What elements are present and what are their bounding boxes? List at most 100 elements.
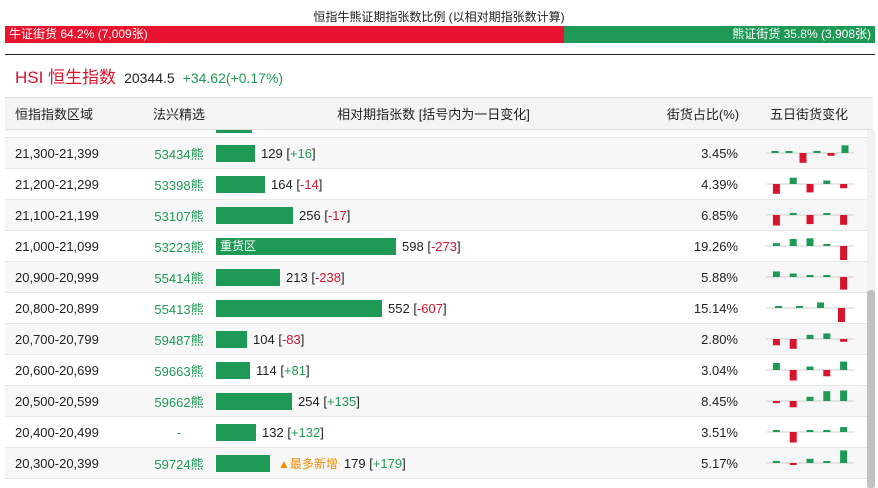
count-bar bbox=[216, 175, 265, 193]
bull-bear-ratio-bar: 牛证街货 64.2% (7,009张) 熊证街货 35.8% (3,908张) bbox=[5, 26, 875, 43]
count-bar bbox=[216, 144, 255, 162]
sparkline-bar bbox=[840, 338, 848, 342]
sparkline-bar bbox=[827, 152, 835, 156]
index-value: 20344.5 bbox=[124, 70, 175, 86]
five-day-sparkline bbox=[754, 262, 864, 293]
product-link[interactable]: 59663熊 bbox=[154, 363, 204, 379]
daily-change: -17 bbox=[327, 207, 347, 223]
sparkline-bar bbox=[840, 214, 848, 225]
sparkline-bar bbox=[840, 390, 848, 401]
sparkline-bar bbox=[823, 274, 831, 277]
index-name[interactable]: HSI 恒生指数 bbox=[15, 68, 117, 87]
count-value: 129 bbox=[261, 145, 283, 161]
heavy-zone-label: 重货区 bbox=[220, 238, 257, 253]
sparkline-bar bbox=[772, 183, 780, 194]
sparkline-bar bbox=[772, 338, 780, 345]
product-link[interactable]: 59724熊 bbox=[154, 456, 204, 472]
sparkline-chart bbox=[766, 270, 854, 290]
warrant-distribution-table: 恒指指数区域 法兴精选 相对期指张数 [括号内为一日变化] 街货占比(%) 五日… bbox=[5, 97, 873, 488]
range-cell: 21,100-21,199 bbox=[15, 207, 99, 223]
sparkline-bar bbox=[840, 449, 848, 463]
product-link[interactable]: 53107熊 bbox=[154, 208, 204, 224]
range-cell: 20,400-20,499 bbox=[15, 424, 99, 440]
table-row: 20,400-20,499 - 132 [+132] 3.51% bbox=[5, 417, 873, 448]
range-cell: 20,500-20,599 bbox=[15, 393, 99, 409]
header-share: 街货占比(%) bbox=[666, 107, 740, 122]
count-cell: 256 [-17] bbox=[215, 200, 652, 230]
product-link[interactable]: 53398熊 bbox=[154, 177, 204, 193]
sparkline-bar bbox=[841, 144, 849, 153]
count-value: 598 bbox=[402, 238, 424, 254]
table-row: 21,200-21,299 53398熊 164 [-14] 4.39% bbox=[5, 169, 873, 200]
count-cell: 552 [-607] bbox=[215, 293, 652, 323]
product-link[interactable]: 53434熊 bbox=[154, 146, 204, 162]
product-link[interactable]: 59487熊 bbox=[154, 332, 204, 348]
sparkline-chart bbox=[766, 361, 854, 380]
product-link[interactable]: 55414熊 bbox=[154, 270, 204, 286]
header-range: 恒指指数区域 bbox=[15, 107, 94, 122]
count-bar bbox=[216, 330, 247, 348]
bracket-close: ] bbox=[356, 393, 360, 409]
table-row: 21,100-21,199 53107熊 256 [-17] 6.85% bbox=[5, 200, 873, 231]
sparkline-bar bbox=[789, 177, 797, 184]
daily-change: +135 bbox=[326, 393, 357, 409]
bracket-open: [ bbox=[274, 331, 282, 347]
sparkline-bar bbox=[823, 243, 831, 246]
share-cell: 15.14% bbox=[693, 300, 738, 316]
index-change: +34.62(+0.17%) bbox=[182, 70, 284, 86]
five-day-sparkline bbox=[754, 169, 864, 200]
count-value: 104 bbox=[253, 331, 275, 347]
table-row: 20,300-20,399 59724熊 ▲最多新增 179 [+179] 5.17% bbox=[5, 448, 873, 479]
five-day-sparkline bbox=[754, 386, 864, 417]
count-text: 254 [+135] bbox=[298, 394, 360, 409]
count-value: 213 bbox=[286, 269, 308, 285]
count-value: 132 bbox=[262, 424, 284, 440]
sparkline-bar bbox=[813, 150, 821, 153]
sparkline-chart bbox=[766, 212, 854, 225]
sparkline-bar bbox=[775, 305, 782, 308]
bracket-open: [ bbox=[276, 362, 284, 378]
count-text: 104 [-83] bbox=[253, 332, 304, 347]
product-link[interactable]: 53223熊 bbox=[154, 239, 204, 255]
table-row: 20,600-20,699 59663熊 114 [+81] 3.04% bbox=[5, 355, 873, 386]
count-value: 114 bbox=[256, 362, 277, 378]
divider bbox=[5, 54, 875, 55]
sparkline-bar bbox=[806, 396, 814, 401]
count-bar bbox=[216, 361, 250, 379]
sparkline-chart bbox=[766, 449, 854, 465]
scrollbar-thumb[interactable] bbox=[867, 290, 875, 488]
sparkline-bar bbox=[789, 462, 797, 465]
bracket-open: [ bbox=[319, 393, 327, 409]
count-text: 552 [-607] bbox=[388, 301, 447, 316]
count-value: 254 bbox=[298, 393, 320, 409]
sparkline-bar bbox=[838, 307, 845, 322]
five-day-sparkline bbox=[754, 448, 864, 479]
table-row: 21,000-21,099 53223熊 重货区 598 [-273] 19.26% bbox=[5, 231, 873, 262]
bracket-close: ] bbox=[442, 300, 447, 316]
share-cell: 8.45% bbox=[701, 393, 738, 409]
sparkline-bar bbox=[806, 237, 814, 246]
sparkline-bar bbox=[772, 429, 780, 432]
sparkline-bar bbox=[789, 431, 797, 442]
header-bar: 相对期指张数 [括号内为一日变化] bbox=[337, 107, 530, 122]
product-link[interactable]: 59662熊 bbox=[154, 394, 204, 410]
bracket-open: [ bbox=[423, 238, 431, 254]
sparkline-chart bbox=[766, 426, 854, 442]
table-header: 恒指指数区域 法兴精选 相对期指张数 [括号内为一日变化] 街货占比(%) 五日… bbox=[5, 97, 873, 130]
sparkline-bar bbox=[789, 369, 797, 380]
count-value: 179 bbox=[343, 455, 366, 471]
sparkline-bar bbox=[817, 301, 824, 308]
five-day-sparkline bbox=[754, 200, 864, 231]
share-cell: 19.26% bbox=[693, 238, 738, 254]
product-link[interactable]: 55413熊 bbox=[154, 301, 204, 317]
five-day-sparkline bbox=[754, 231, 864, 262]
count-cell: 129 [+16] bbox=[215, 138, 652, 168]
sparkline-bar bbox=[789, 212, 797, 215]
sparkline-bar bbox=[823, 429, 831, 432]
sparkline-bar bbox=[772, 400, 780, 403]
count-cell: 114 [+81] bbox=[215, 355, 652, 385]
sparkline-bar bbox=[823, 212, 831, 215]
range-cell: 20,300-20,399 bbox=[15, 455, 99, 471]
five-day-sparkline bbox=[754, 293, 864, 324]
bracket-open: [ bbox=[365, 455, 373, 471]
